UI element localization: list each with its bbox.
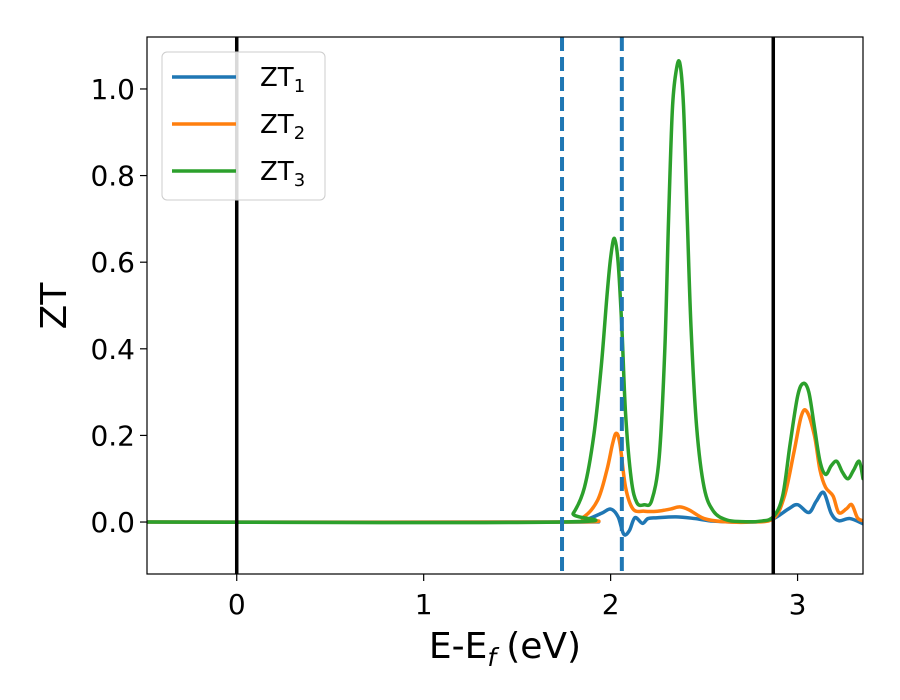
x-tick-label: 2: [602, 588, 620, 621]
y-axis-label: ZT: [34, 282, 75, 330]
series-line-2: [147, 407, 863, 525]
y-tick-label: 0.6: [90, 246, 135, 279]
y-tick-label: 0.2: [90, 419, 135, 452]
legend-label-2: ZT2: [260, 110, 305, 144]
x-tick-label: 3: [789, 588, 807, 621]
y-tick-label: 0.8: [90, 160, 135, 193]
plot-frame: [146, 36, 864, 575]
y-tick-label: 1.0: [90, 73, 135, 106]
legend-box: [161, 51, 326, 201]
series-line-1: [147, 490, 863, 537]
y-tick-label: 0.0: [90, 506, 135, 539]
y-tick-label: 0.4: [90, 333, 135, 366]
x-tick-label: 0: [228, 588, 246, 621]
legend-label-1: ZT1: [260, 63, 305, 97]
x-tick-label: 1: [415, 588, 433, 621]
x-axis-label: E-Ef (eV): [429, 626, 581, 672]
axis-ticks: 0 1 2 3 0.0 0.2 0.4 0.6 0.8 1.0: [90, 73, 806, 621]
legend-label-3: ZT3: [260, 157, 305, 191]
legend: ZT1 ZT2 ZT3: [161, 51, 326, 201]
series-line-3: [147, 59, 863, 525]
